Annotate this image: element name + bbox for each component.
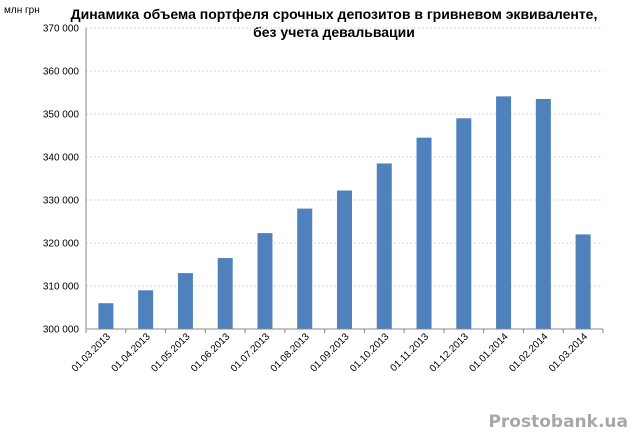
x-tick-label: 01.07.2013 [229, 331, 272, 374]
bar [177, 273, 193, 329]
x-tick-label: 01.04.2013 [110, 331, 153, 374]
bar [575, 234, 591, 329]
chart-title-line1: Динамика объема портфеля срочных депозит… [71, 6, 598, 22]
x-tick-label: 01.10.2013 [348, 331, 391, 374]
y-tick-label: 310 000 [43, 282, 80, 293]
bar [138, 290, 154, 329]
bar [416, 137, 432, 329]
x-tick-label: 01.02.2014 [507, 331, 550, 374]
bar [496, 96, 512, 330]
bar [337, 190, 352, 329]
bar [456, 118, 472, 329]
axes [85, 28, 604, 333]
x-tick-label: 01.03.2014 [547, 331, 590, 374]
x-axis-ticks: 01.03.201301.04.201301.05.201301.06.2013… [70, 331, 591, 374]
y-axis-unit-label: млн грн [4, 5, 40, 16]
y-tick-label: 370 000 [43, 24, 80, 35]
bar [376, 163, 392, 329]
bar [535, 98, 551, 329]
y-tick-label: 340 000 [43, 153, 80, 164]
bar [257, 233, 273, 329]
x-tick-label: 01.11.2013 [389, 331, 432, 374]
y-axis-ticks: 300 000 310 000 320 000 330 000 340 000 350 0… [43, 24, 80, 336]
bar [98, 303, 114, 329]
chart-title-line2: без учета девальвации [253, 24, 415, 40]
y-tick-label: 320 000 [43, 239, 80, 250]
x-tick-label: 01.06.2013 [189, 331, 232, 374]
y-tick-label: 330 000 [43, 196, 80, 207]
bar [297, 208, 313, 329]
x-tick-label: 01.05.2013 [149, 331, 192, 374]
bars [98, 96, 591, 330]
y-tick-label: 360 000 [43, 67, 80, 78]
x-tick-label: 01.03.2013 [70, 331, 113, 374]
watermark-prostobank: Prostobank.ua [488, 412, 628, 432]
x-tick-label: 01.09.2013 [308, 331, 351, 374]
y-tick-label: 300 000 [43, 325, 80, 336]
x-tick-label: 01.12.2013 [428, 331, 471, 374]
x-tick-label: 01.08.2013 [269, 331, 312, 374]
x-tick-label: 01.01.2014 [468, 331, 511, 374]
bar [217, 258, 233, 329]
y-tick-label: 350 000 [43, 110, 80, 121]
